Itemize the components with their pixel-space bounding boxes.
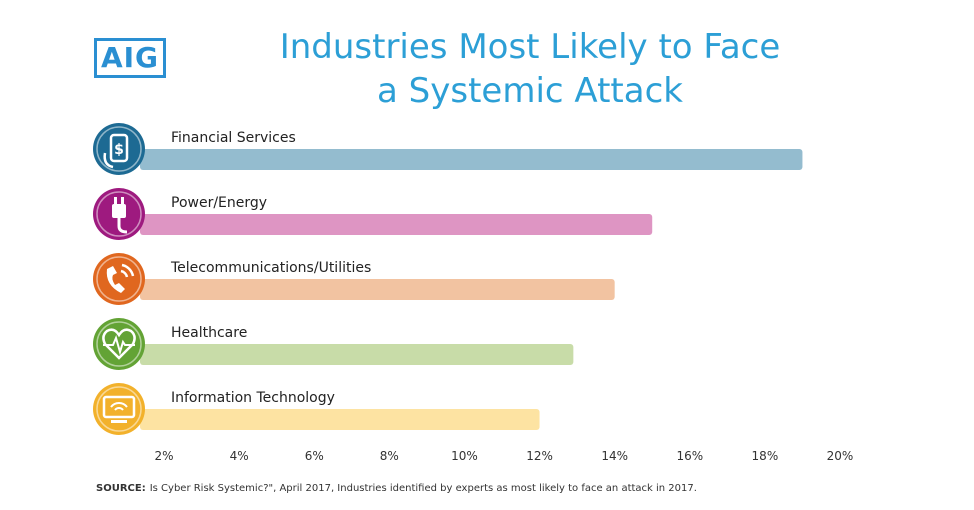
x-tick-label: 6% (305, 449, 324, 463)
mobile-payment-icon: $ (93, 123, 145, 175)
bar-power-energy (140, 214, 653, 235)
handset (106, 266, 125, 293)
plug-cord (117, 218, 128, 234)
bar-information-technology (140, 409, 540, 430)
signal-arc-2 (121, 263, 135, 277)
title-line-2: a Systemic Attack (377, 71, 683, 111)
icon-ring (96, 256, 142, 302)
x-tick-label: 10% (451, 449, 478, 463)
icon-circle (93, 253, 145, 305)
x-tick-label: 4% (230, 449, 249, 463)
icon-ring (96, 191, 142, 237)
category-label: Information Technology (171, 390, 335, 406)
phone-signal-icon (93, 253, 145, 305)
hand-stroke (103, 152, 114, 169)
icon-ring (96, 126, 142, 172)
wifi-arcs (110, 402, 128, 411)
chart-title: Industries Most Likely to Face a Systemi… (180, 25, 880, 113)
aig-logo: AIG (94, 38, 166, 78)
wifi-monitor-icon (93, 383, 145, 435)
x-tick-label: 16% (676, 449, 703, 463)
dollar-glyph: $ (114, 142, 124, 158)
icon-ring (96, 321, 142, 367)
category-label: Financial Services (171, 130, 296, 146)
bar-telecommunications-utilities (140, 279, 615, 300)
category-label: Healthcare (171, 325, 247, 341)
x-tick-label: 20% (827, 449, 854, 463)
x-tick-label: 8% (380, 449, 399, 463)
x-tick-label: 2% (154, 449, 173, 463)
category-label: Power/Energy (171, 195, 267, 211)
icon-circle (93, 318, 145, 370)
plug-body (112, 204, 126, 218)
x-tick-label: 14% (601, 449, 628, 463)
phone-outline (109, 133, 129, 163)
source-note: SOURCE: Is Cyber Risk Systemic?", April 2… (96, 483, 697, 494)
x-tick-label: 12% (526, 449, 553, 463)
source-label: SOURCE: (96, 483, 146, 494)
plug-prong-right (121, 197, 124, 205)
monitor-stand (111, 420, 127, 423)
title-line-1: Industries Most Likely to Face (279, 27, 781, 67)
signal-arc-1 (120, 269, 129, 278)
bar-healthcare (140, 344, 574, 365)
monitor-outline (102, 395, 136, 419)
category-label: Telecommunications/Utilities (170, 260, 371, 276)
x-tick-label: 18% (752, 449, 779, 463)
icon-ring (96, 386, 142, 432)
pulse-line (103, 335, 135, 356)
power-plug-icon (93, 188, 145, 240)
bar-financial-services (140, 149, 803, 170)
heart-pulse-icon (93, 318, 145, 370)
heart-outline (102, 328, 136, 360)
plug-prong-left (114, 197, 117, 205)
icon-circle (93, 383, 145, 435)
source-text: Is Cyber Risk Systemic?", April 2017, In… (149, 483, 697, 494)
